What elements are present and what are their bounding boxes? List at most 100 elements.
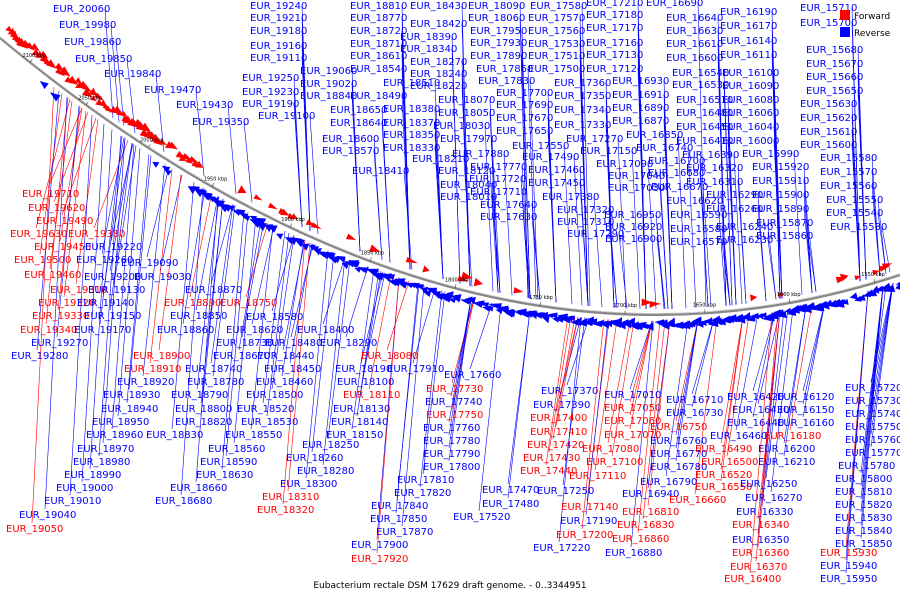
gene-arrow bbox=[90, 95, 97, 102]
gene-label: EUR_17120 bbox=[586, 64, 643, 75]
gene-label: EUR_17250 bbox=[537, 486, 594, 497]
gene-label: EUR_18420 bbox=[410, 19, 467, 30]
gene-label: EUR_18550 bbox=[225, 430, 282, 441]
gene-connector bbox=[531, 216, 541, 300]
gene-arrow bbox=[872, 285, 880, 294]
gene-label: EUR_15860 bbox=[756, 231, 813, 242]
gene-arrow bbox=[152, 161, 160, 168]
gene-label: EUR_17660 bbox=[444, 370, 501, 381]
gene-label: EUR_17710 bbox=[470, 187, 527, 198]
gene-label: EUR_16080 bbox=[722, 95, 779, 106]
gene-label: EUR_18780 bbox=[187, 377, 244, 388]
gene-label: EUR_16270 bbox=[745, 493, 802, 504]
gene-connector bbox=[630, 320, 654, 548]
gene-label: EUR_16510 bbox=[676, 95, 733, 106]
gene-label: EUR_18940 bbox=[101, 404, 158, 415]
gene-label: EUR_18330 bbox=[383, 143, 440, 154]
gene-connector bbox=[765, 309, 789, 479]
gene-connector bbox=[617, 138, 627, 309]
position-tick bbox=[873, 278, 876, 283]
gene-arrow bbox=[93, 92, 105, 102]
gene-connector bbox=[47, 107, 83, 189]
gene-connector bbox=[717, 200, 727, 306]
gene-label: EUR_18280 bbox=[297, 466, 354, 477]
gene-label: EUR_15580 bbox=[820, 153, 877, 164]
gene-connector bbox=[250, 225, 274, 430]
gene-connector bbox=[98, 135, 122, 457]
gene-label: EUR_16060 bbox=[722, 108, 779, 119]
gene-label: EUR_19240 bbox=[250, 1, 307, 12]
gene-label: EUR_15530 bbox=[830, 222, 887, 233]
gene-label: EUR_15770 bbox=[845, 448, 900, 459]
gene-label: EUR_17820 bbox=[394, 488, 451, 499]
gene-label: EUR_17930 bbox=[470, 38, 527, 49]
gene-arrow bbox=[422, 290, 432, 298]
gene-label: EUR_16370 bbox=[730, 562, 787, 573]
gene-label: EUR_17100 bbox=[586, 457, 643, 468]
position-tick bbox=[369, 257, 372, 262]
gene-arrow bbox=[473, 277, 483, 287]
gene-connector bbox=[81, 123, 105, 483]
gene-connector bbox=[403, 170, 413, 270]
gene-connector bbox=[611, 320, 635, 457]
position-ticks: 2100 kbp 2050 kbp 2000 kbp 1950 kbp 1900 kbp… bbox=[23, 53, 885, 315]
gene-label: EUR_17010 bbox=[604, 390, 661, 401]
gene-connector bbox=[545, 315, 569, 466]
gene-arrow bbox=[513, 287, 524, 294]
gene-label: EUR_16810 bbox=[622, 507, 679, 518]
gene-label: EUR_18570 bbox=[322, 146, 379, 157]
gene-label: EUR_15750 bbox=[845, 422, 900, 433]
gene-connector bbox=[803, 208, 813, 293]
gene-connector bbox=[126, 154, 150, 404]
gene-arrow bbox=[854, 275, 862, 281]
gene-arrow bbox=[386, 274, 396, 281]
gene-label: EUR_18910 bbox=[124, 364, 181, 375]
gene-arrow bbox=[440, 295, 452, 303]
gene-label: EUR_18630 bbox=[196, 470, 253, 481]
gene-connector bbox=[489, 112, 499, 293]
legend-reverse-swatch bbox=[840, 27, 850, 37]
legend-reverse-label: Reverse bbox=[854, 29, 891, 39]
gene-arrow bbox=[447, 298, 456, 304]
gene-connector bbox=[412, 288, 436, 364]
gene-connector bbox=[870, 283, 894, 448]
gene-label: EUR_15560 bbox=[820, 181, 877, 192]
gene-label: EUR_15870 bbox=[756, 218, 813, 229]
position-tick-label: 1950 kbp bbox=[204, 177, 228, 183]
gene-label: EUR_16630 bbox=[666, 26, 723, 37]
gene-arrow bbox=[266, 224, 278, 233]
gene-arrow bbox=[777, 311, 787, 319]
gene-label: EUR_18710 bbox=[350, 39, 407, 50]
gene-connector bbox=[44, 96, 68, 510]
gene-arrow bbox=[758, 312, 767, 318]
gene-label: EUR_17030 bbox=[608, 183, 665, 194]
gene-arrow bbox=[849, 292, 858, 300]
gene-arrow bbox=[218, 203, 230, 213]
gene-label: EUR_17080 bbox=[582, 444, 639, 455]
gene-label: EUR_17670 bbox=[496, 113, 553, 124]
gene-arrow bbox=[881, 263, 893, 269]
gene-label: EUR_16110 bbox=[720, 50, 777, 61]
gene-label: EUR_18520 bbox=[237, 404, 294, 415]
gene-label: EUR_15850 bbox=[835, 539, 892, 550]
gene-label: EUR_15780 bbox=[838, 461, 895, 472]
gene-arrow bbox=[615, 317, 623, 326]
gene-connector bbox=[783, 305, 807, 457]
gene-label: EUR_15830 bbox=[835, 513, 892, 524]
gene-label: EUR_18540 bbox=[350, 64, 407, 75]
gene-label: EUR_16770 bbox=[650, 449, 707, 460]
gene-label: EUR_17310 bbox=[557, 217, 614, 228]
gene-label: EUR_18730 bbox=[216, 338, 273, 349]
gene-label: EUR_16200 bbox=[758, 444, 815, 455]
legend: Forward Reverse bbox=[840, 10, 891, 39]
gene-label: EUR_18750 bbox=[220, 298, 277, 309]
gene-label: EUR_17190 bbox=[560, 516, 617, 527]
gene-arrow bbox=[54, 62, 64, 71]
gene-arrow bbox=[548, 312, 558, 319]
gene-label: EUR_19350 bbox=[192, 117, 249, 128]
gene-label: EUR_16100 bbox=[722, 68, 779, 79]
gene-label: EUR_16000 bbox=[722, 136, 779, 147]
gene-label: EUR_17780 bbox=[423, 436, 480, 447]
gene-label: EUR_18950 bbox=[92, 417, 149, 428]
